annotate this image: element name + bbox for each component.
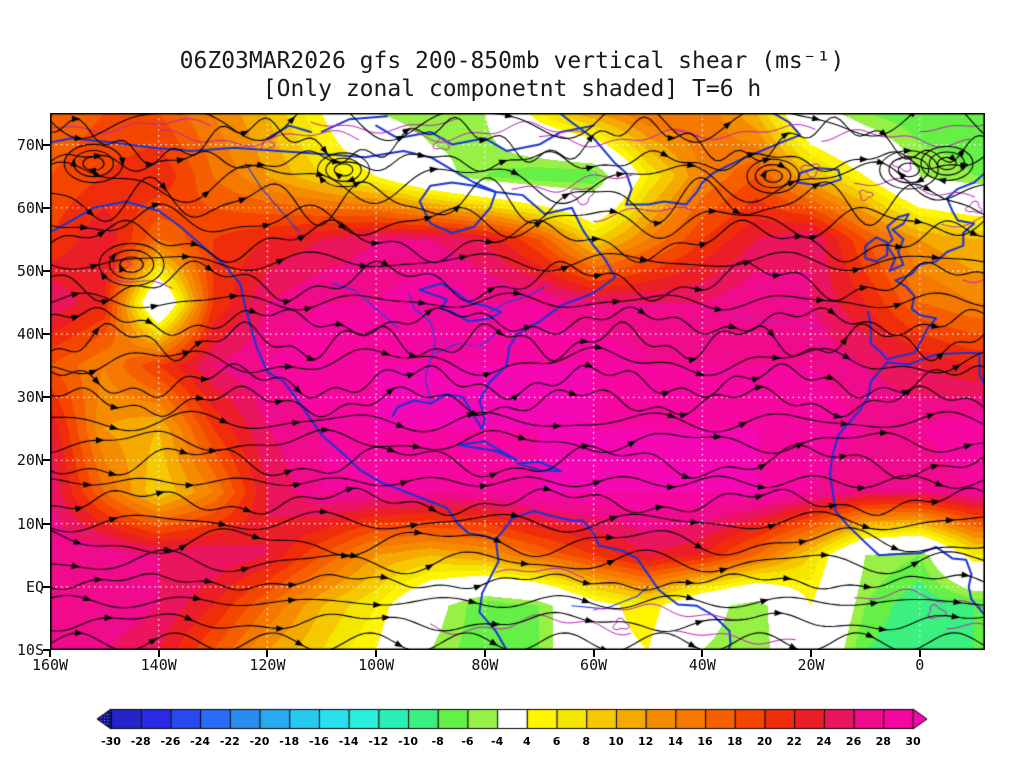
x-tick: [157, 650, 160, 657]
x-tick-label: 60W: [580, 656, 608, 674]
colorbar-label: 30: [905, 735, 921, 748]
x-tick-label: 80W: [471, 656, 499, 674]
y-tick: [43, 396, 50, 399]
colorbar-label: 8: [582, 735, 591, 748]
colorbar-label: 4: [523, 735, 531, 748]
colorbar-label: -6: [461, 735, 474, 748]
y-tick-label: 30N: [16, 388, 44, 407]
x-tick: [701, 650, 704, 657]
colorbar-label: 28: [875, 735, 891, 748]
y-tick-label: 60N: [16, 198, 44, 217]
colorbar-label: -30: [101, 735, 121, 748]
x-tick-label: 100W: [358, 656, 395, 674]
y-tick-label: 20N: [16, 451, 44, 470]
colorbar-label: -20: [249, 735, 270, 748]
colorbar-label: 26: [845, 735, 862, 748]
colorbar-label: 20: [756, 735, 773, 748]
colorbar-label: 18: [727, 735, 743, 748]
colorbar-label: 12: [638, 735, 654, 748]
y-tick-label: 70N: [16, 135, 44, 154]
y-tick: [43, 459, 50, 462]
y-tick-label: 50N: [16, 261, 44, 280]
colorbar-label: -24: [190, 735, 211, 748]
colorbar-label: 14: [667, 735, 684, 748]
colorbar-label: -12: [368, 735, 389, 748]
y-tick: [43, 143, 50, 146]
x-tick-label: 20W: [797, 656, 825, 674]
y-tick-label: 40N: [16, 325, 44, 344]
y-tick: [43, 649, 50, 651]
chart-subtitle: [Only zonal componetnt shaded] T=6 h: [262, 76, 762, 102]
x-tick-label: 140W: [140, 656, 177, 674]
colorbar-label: -10: [398, 735, 418, 748]
x-tick: [918, 650, 921, 657]
colorbar-label: -28: [130, 735, 151, 748]
x-tick-label: 40W: [688, 656, 716, 674]
y-tick-label: 10N: [16, 514, 44, 533]
colorbar-label: -22: [219, 735, 240, 748]
map-canvas: [50, 113, 985, 650]
colorbar-label: 6: [552, 735, 561, 748]
x-tick-label: 0: [915, 656, 925, 674]
y-tick: [43, 206, 50, 209]
colorbar-label: -14: [338, 735, 359, 748]
colorbar-label: 24: [816, 735, 832, 748]
colorbar-label: 16: [697, 735, 713, 748]
colorbar-label: -16: [308, 735, 329, 748]
plot-area: [50, 113, 985, 650]
y-tick-label: EQ: [25, 577, 44, 596]
x-tick: [375, 650, 378, 657]
colorbar-label: -26: [160, 735, 181, 748]
chart-title: 06Z03MAR2026 gfs 200-850mb vertical shea…: [179, 48, 845, 74]
y-tick: [43, 269, 50, 272]
x-tick-label: 120W: [249, 656, 286, 674]
colorbar-label: -18: [279, 735, 300, 748]
colorbar-label: -4: [491, 735, 504, 748]
x-tick: [266, 650, 269, 657]
x-tick: [483, 650, 486, 657]
x-tick: [592, 650, 595, 657]
x-tick: [810, 650, 813, 657]
y-tick: [43, 333, 50, 336]
y-tick: [43, 585, 50, 588]
colorbar-label: 10: [608, 735, 624, 748]
y-tick-label: 10S: [16, 641, 44, 659]
x-tick: [49, 650, 51, 657]
colorbar-canvas: [95, 707, 929, 733]
x-tick-label: 160W: [31, 656, 69, 674]
colorbar-label: 22: [786, 735, 802, 748]
y-tick: [43, 522, 50, 525]
colorbar: -30 -28 -26 -24 -22 -20 -18 -16 -14 -12 -10 -8 -6 -4 4…: [95, 707, 929, 757]
colorbar-label: -8: [431, 735, 444, 748]
